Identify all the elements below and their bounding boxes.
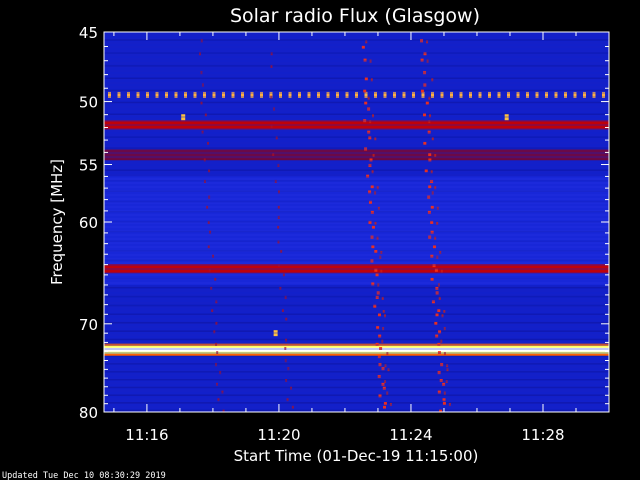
- y-tick-label: 80: [79, 404, 98, 422]
- y-tick-label: 45: [79, 24, 98, 42]
- chart-title: Solar radio Flux (Glasgow): [230, 5, 480, 27]
- y-tick-label: 70: [79, 316, 98, 334]
- y-tick-label: 60: [79, 214, 98, 232]
- x-tick-label: 11:20: [257, 426, 300, 444]
- updated-timestamp: Updated Tue Dec 10 08:30:29 2019: [2, 471, 166, 480]
- y-axis-label: Frequency [MHz]: [48, 159, 66, 285]
- plot-area: [103, 31, 610, 413]
- y-tick-label: 50: [79, 94, 98, 112]
- y-tick-label: 55: [79, 157, 98, 175]
- x-tick-label: 11:24: [389, 426, 432, 444]
- x-tick-label: 11:28: [521, 426, 564, 444]
- x-tick-label: 11:16: [125, 426, 168, 444]
- x-axis-label: Start Time (01-Dec-19 11:15:00): [234, 447, 479, 465]
- x-axis: 11:16 11:20 11:24 11:28: [113, 32, 610, 444]
- plot-texture: [104, 32, 609, 412]
- y-axis: 45 50 55 60 70 80: [79, 24, 609, 422]
